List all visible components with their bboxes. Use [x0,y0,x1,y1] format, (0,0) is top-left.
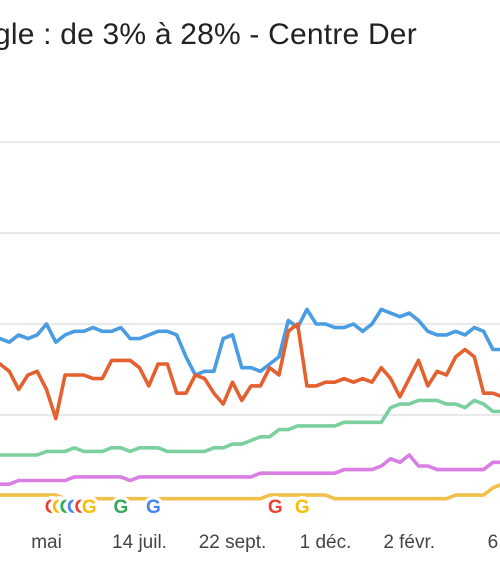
x-tick-label: 2 févr. [383,532,435,553]
event-marker-label: G [295,497,310,518]
x-tick-label: 6 [488,532,499,553]
event-markers: GGGGGGGGGG [42,496,313,518]
series-line-4 [0,453,500,487]
event-marker-bg [292,496,313,516]
event-marker-bg [110,496,131,516]
event-marker-label: G [146,497,161,518]
event-marker-label: G [268,497,283,518]
x-tick-label: mai [31,532,62,553]
series-group [0,307,500,501]
series-line-2 [0,322,500,421]
gridlines [0,141,500,416]
x-tick-label: 1 déc. [300,532,352,553]
event-marker-label: G [82,497,97,518]
series-line-1 [0,307,500,377]
event-marker-bg [265,496,286,516]
event-marker: G [79,496,100,518]
event-marker-bg [143,496,164,516]
event-marker: G [143,496,164,518]
chart-title: gle : de 3% à 28% - Centre Der [0,18,417,51]
event-marker-bg [79,496,100,516]
event-marker: G [265,496,286,518]
x-tick-label: 14 juil. [112,532,167,553]
event-marker: G [292,496,313,518]
series-line-3 [0,398,500,457]
event-marker-label: G [114,497,129,518]
x-axis-ticks: mai 14 juil. 22 sept. 1 déc. 2 févr. 6 [31,532,498,553]
x-tick-label: 22 sept. [199,532,267,553]
event-marker: G [110,496,131,518]
